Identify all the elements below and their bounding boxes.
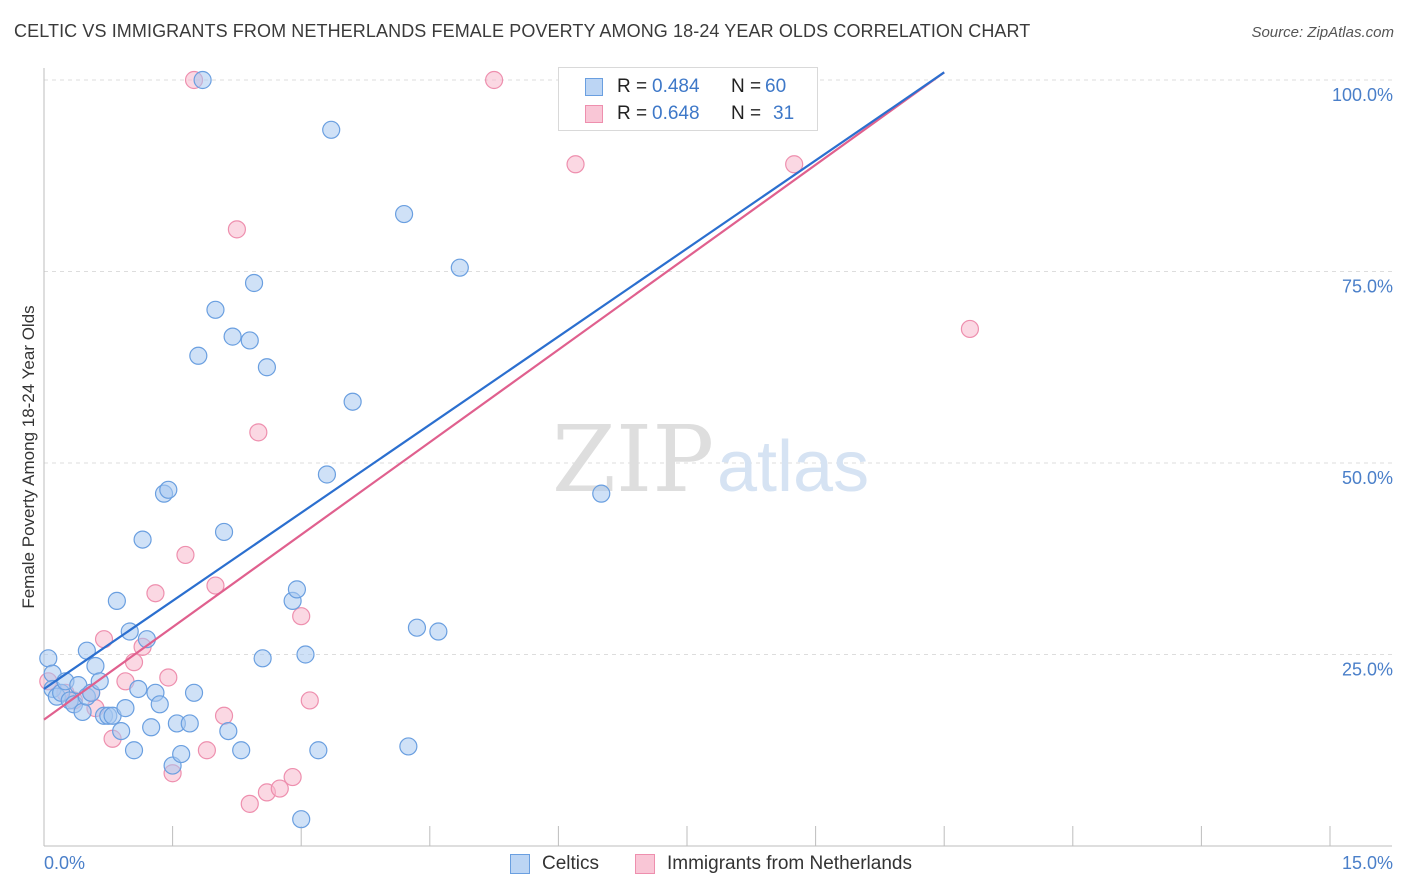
celtics-point-43 — [240, 331, 259, 350]
celtics-trend-line — [43, 71, 945, 690]
netherlands-point-23 — [283, 767, 302, 787]
netherlands-point-5 — [94, 630, 114, 649]
bottom-legend-label-celtics: Celtics — [542, 853, 600, 874]
celtics-point-50 — [296, 645, 315, 664]
legend-swatch-celtics — [585, 78, 603, 96]
celtics-point-49 — [292, 810, 311, 829]
netherlands-point-19 — [240, 794, 259, 813]
celtics-point-52 — [317, 465, 337, 484]
netherlands-point-17 — [214, 706, 234, 725]
celtics-point-46 — [257, 358, 277, 377]
chart-source: Source: ZipAtlas.com — [1251, 24, 1394, 41]
celtics-point-45 — [253, 649, 272, 668]
y-tick-label-1: 75.0% — [1342, 277, 1393, 297]
celtics-point-53 — [322, 120, 341, 139]
netherlands-point-26 — [485, 70, 504, 90]
bottom-legend-swatch-netherlands — [635, 854, 655, 874]
netherlands-point-25 — [300, 691, 319, 710]
celtics-point-20 — [116, 699, 135, 718]
celtics-point-41 — [223, 327, 242, 346]
correlation-legend: R = 0.484 N = 60 R = 0.648 N = 31 — [558, 67, 818, 131]
netherlands-point-16 — [206, 576, 225, 595]
celtics-point-19 — [112, 721, 131, 741]
netherlands-point-27 — [566, 155, 585, 174]
celtics-point-30 — [159, 480, 178, 499]
legend-r-label: R = — [617, 76, 648, 97]
celtics-point-44 — [244, 273, 264, 293]
celtics-point-13 — [86, 656, 105, 676]
legend-n-label: N = — [731, 76, 762, 97]
celtics-point-40 — [219, 721, 238, 741]
celtics-point-51 — [309, 741, 328, 760]
netherlands-point-15 — [197, 741, 216, 760]
y-tick-label-0: 100.0% — [1332, 85, 1393, 105]
celtics-point-56 — [399, 737, 418, 756]
legend-r-label: R = — [617, 103, 648, 124]
y-axis-label: Female Poverty Among 18-24 Year Olds — [19, 305, 38, 608]
netherlands-point-22 — [270, 779, 289, 798]
celtics-point-42 — [232, 741, 251, 760]
celtics-point-28 — [150, 695, 169, 714]
celtics-point-26 — [142, 718, 161, 737]
y-tick-label-3: 25.0% — [1342, 660, 1393, 680]
celtics-point-59 — [450, 258, 469, 277]
x-ticks — [172, 826, 1331, 846]
bottom-legend-swatch-celtics — [510, 854, 530, 874]
netherlands-trend-line — [43, 71, 945, 721]
celtics-point-35 — [184, 683, 204, 702]
celtics-point-9 — [73, 702, 92, 722]
netherlands-point-24 — [292, 607, 311, 626]
trend-lines — [43, 71, 945, 721]
netherlands-point-20 — [249, 423, 268, 442]
axes — [43, 68, 1392, 847]
netherlands-point-29 — [785, 155, 804, 174]
celtics-point-24 — [133, 530, 152, 549]
celtics-point-38 — [206, 300, 225, 319]
y-tick-label-2: 50.0% — [1342, 468, 1393, 488]
netherlands-point-13 — [176, 545, 195, 565]
legend-n-label: N = — [731, 103, 762, 124]
x-tick-label-max: 15.0% — [1342, 853, 1393, 873]
legend-n-value: 31 — [773, 103, 795, 124]
watermark-atlas: atlas — [717, 427, 869, 507]
celtics-point-58 — [429, 622, 448, 641]
celtics-point-33 — [172, 744, 191, 764]
netherlands-point-10 — [146, 584, 165, 603]
celtics-point-37 — [193, 70, 212, 90]
netherlands-point-11 — [159, 668, 178, 687]
celtics-point-55 — [394, 204, 414, 224]
celtics-point-22 — [124, 741, 144, 760]
celtics-point-18 — [107, 591, 126, 610]
celtics-point-36 — [189, 346, 208, 365]
watermark-zip: ZIP — [552, 406, 714, 513]
celtics-points — [39, 70, 744, 829]
legend-r-value: 0.648 — [652, 103, 700, 124]
bottom-legend-label-netherlands: Immigrants from Netherlands — [667, 853, 912, 874]
grid-lines — [44, 79, 1392, 655]
celtics-point-39 — [214, 522, 234, 542]
x-tick-label-min: 0.0% — [44, 853, 85, 873]
chart-title: CELTIC VS IMMIGRANTS FROM NETHERLANDS FE… — [14, 21, 1031, 41]
netherlands-point-18 — [227, 220, 246, 239]
legend-row-netherlands: R = 0.648 N = 31 — [559, 101, 817, 127]
netherlands-point-30 — [960, 319, 980, 339]
celtics-point-34 — [180, 714, 199, 733]
celtics-point-0 — [39, 649, 58, 668]
legend-n-value: 60 — [765, 76, 787, 97]
watermark: ZIP atlas — [552, 406, 869, 513]
legend-r-value: 0.484 — [652, 76, 700, 97]
celtics-point-57 — [407, 618, 427, 637]
legend-row-celtics: R = 0.484 N = 60 — [559, 74, 817, 100]
celtics-point-60 — [592, 484, 611, 503]
celtics-point-23 — [129, 679, 148, 699]
celtics-point-54 — [343, 392, 362, 411]
y-tick-labels: 100.0% 75.0% 50.0% 25.0% — [1332, 85, 1393, 680]
celtics-point-48 — [287, 580, 307, 599]
legend-swatch-netherlands — [585, 105, 603, 123]
